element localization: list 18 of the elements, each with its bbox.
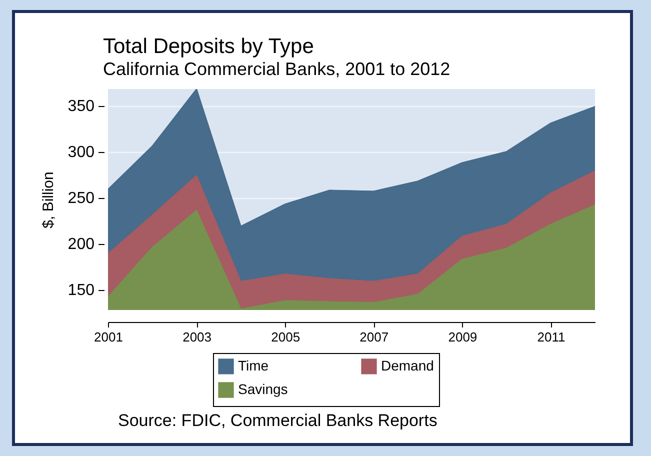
x-tick-label: 2009 [448, 330, 478, 344]
y-tick-label: 350 [68, 98, 95, 116]
x-tick-label: 2011 [537, 330, 566, 344]
chart-subtitle: California Commercial Banks, 2001 to 2012 [103, 59, 450, 79]
source-note: Source: FDIC, Commercial Banks Reports [118, 411, 438, 431]
x-tick-label: 2007 [360, 330, 389, 344]
legend-label: Time [238, 357, 269, 374]
y-tick-label: 300 [68, 144, 95, 162]
y-tick-label: 200 [68, 236, 95, 254]
chart-title: Total Deposits by Type [103, 35, 314, 58]
y-axis-title: $, Billion [40, 172, 57, 228]
x-tick-label: 2005 [271, 330, 300, 344]
x-tick-label: 2001 [94, 330, 123, 344]
x-tick-label: 2003 [182, 330, 212, 344]
y-tick-label: 150 [68, 282, 95, 300]
y-tick-label: 250 [68, 190, 95, 208]
legend-label: Savings [238, 381, 288, 397]
legend-label: Demand [381, 357, 434, 374]
